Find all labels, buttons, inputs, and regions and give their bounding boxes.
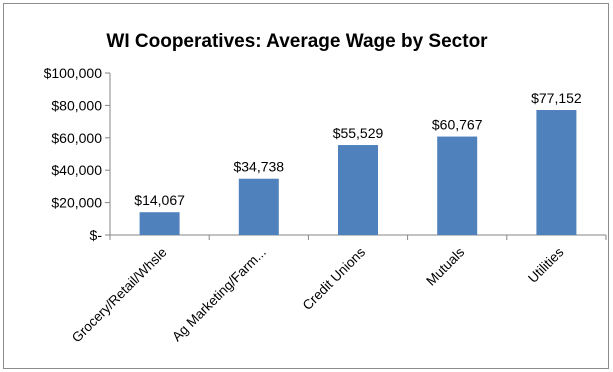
bar [536,110,577,235]
category-label: Ag Marketing/Farm... [169,245,269,345]
y-tick-label: $- [90,227,103,243]
category-label: Credit Unions [300,244,369,313]
data-label: $34,738 [233,159,284,175]
chart-frame [3,3,609,369]
category-label: Grocery/Retail/Whsle [69,245,170,346]
y-tick-label: $20,000 [51,195,102,211]
bars [139,110,577,235]
bar [338,145,378,235]
data-label: $77,152 [531,90,582,106]
y-tick-label: $80,000 [51,97,102,113]
bar [238,178,279,235]
chart-title: WI Cooperatives: Average Wage by Sector [106,31,488,52]
bar [139,212,180,235]
y-tick-label: $60,000 [51,130,102,146]
data-label: $14,067 [134,192,185,208]
bar [437,136,478,235]
data-label: $55,529 [333,125,384,141]
category-label: Utilities [525,244,567,286]
x-axis [109,234,607,240]
data-label: $60,767 [432,117,483,133]
category-label: Mutuals [423,244,467,288]
y-tick-label: $40,000 [51,162,102,178]
y-axis: $- $20,000 $40,000 $60,000 $80,000 $100,000 [44,65,111,243]
data-labels: $14,067 $34,738 $55,529 $60,767 $77,152 [134,90,582,208]
y-tick-label: $100,000 [44,65,103,81]
category-labels: Grocery/Retail/Whsle Ag Marketing/Farm...… [69,244,567,345]
